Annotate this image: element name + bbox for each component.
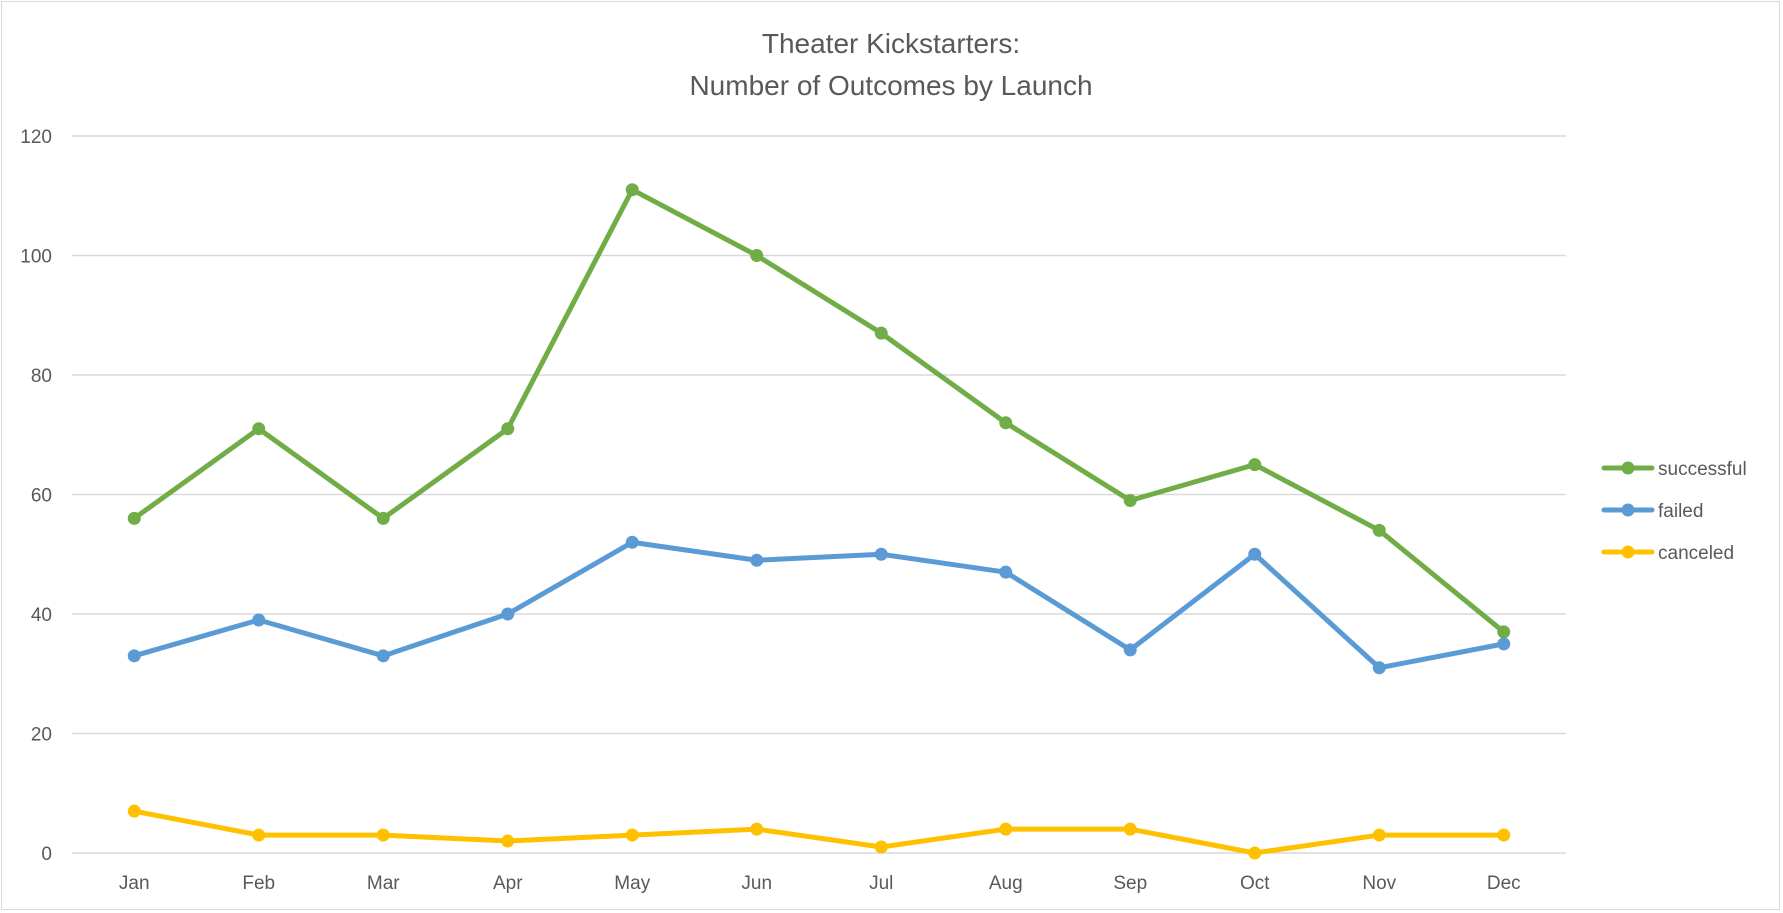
data-point-successful-mar	[376, 511, 390, 525]
x-tick-label-aug: Aug	[989, 873, 1023, 894]
x-tick-label-dec: Dec	[1487, 873, 1521, 894]
y-tick-label: 60	[31, 486, 52, 507]
data-point-canceled-jul	[874, 840, 888, 854]
legend-swatch-marker	[1621, 545, 1635, 559]
data-point-successful-dec	[1497, 625, 1511, 639]
data-point-successful-aug	[999, 416, 1013, 430]
legend-swatch-marker	[1621, 503, 1635, 517]
data-point-canceled-may	[625, 828, 639, 842]
y-tick-label: 0	[41, 844, 52, 865]
y-tick-label: 100	[20, 247, 52, 268]
data-point-successful-jul	[874, 326, 888, 340]
legend-label-failed: failed	[1658, 501, 1703, 522]
y-tick-label: 120	[20, 127, 52, 148]
data-point-canceled-jun	[750, 822, 764, 836]
series-lines	[127, 183, 1511, 860]
data-point-failed-jul	[874, 547, 888, 561]
series-successful	[127, 183, 1511, 639]
data-point-failed-feb	[252, 613, 266, 627]
data-point-successful-sep	[1123, 493, 1137, 507]
y-tick-label: 20	[31, 725, 52, 746]
data-point-failed-dec	[1497, 637, 1511, 651]
data-point-canceled-oct	[1248, 846, 1262, 860]
x-axis-ticks: Jan Feb Mar Apr May Jun Jul Aug Sep Oct Nov Dec	[119, 873, 1521, 894]
legend: successful failed canceled	[1601, 459, 1747, 564]
x-tick-label-oct: Oct	[1240, 873, 1270, 894]
x-tick-label-sep: Sep	[1113, 873, 1147, 894]
data-point-failed-sep	[1123, 643, 1137, 657]
series-canceled	[127, 804, 1511, 860]
data-point-failed-may	[625, 535, 639, 549]
data-point-failed-aug	[999, 565, 1013, 579]
data-point-successful-apr	[501, 422, 515, 436]
data-point-failed-apr	[501, 607, 515, 621]
gridlines	[72, 135, 1566, 854]
x-tick-label-nov: Nov	[1362, 873, 1396, 894]
data-point-canceled-apr	[501, 834, 515, 848]
data-point-successful-may	[625, 183, 639, 197]
y-tick-label: 40	[31, 605, 52, 626]
data-point-canceled-aug	[999, 822, 1013, 836]
data-point-failed-nov	[1372, 661, 1386, 675]
x-tick-label-jan: Jan	[119, 873, 150, 894]
x-tick-label-jun: Jun	[741, 873, 772, 894]
data-point-successful-nov	[1372, 523, 1386, 537]
legend-swatch-marker	[1621, 461, 1635, 475]
data-point-failed-jan	[127, 649, 141, 663]
y-axis-ticks: 0 20 40 60 80 100 120	[20, 127, 52, 865]
x-tick-label-mar: Mar	[367, 873, 400, 894]
data-point-canceled-dec	[1497, 828, 1511, 842]
legend-label-canceled: canceled	[1658, 543, 1734, 564]
series-line-failed	[131, 539, 1507, 671]
data-point-successful-jun	[750, 249, 764, 262]
legend-item-canceled: canceled	[1601, 543, 1734, 564]
chart-title-line-2: Number of Outcomes by Launch	[689, 70, 1092, 101]
data-point-canceled-mar	[376, 828, 390, 842]
x-tick-label-feb: Feb	[242, 873, 275, 894]
y-tick-label: 80	[31, 366, 52, 387]
series-line-successful	[131, 187, 1507, 635]
series-line-canceled	[131, 808, 1507, 856]
chart-title-line-1: Theater Kickstarters:	[762, 28, 1020, 59]
legend-item-successful: successful	[1601, 459, 1747, 480]
data-point-successful-oct	[1248, 458, 1262, 472]
x-tick-label-may: May	[614, 873, 650, 894]
x-tick-label-apr: Apr	[493, 873, 523, 894]
data-point-canceled-feb	[252, 828, 266, 842]
data-point-successful-jan	[127, 511, 141, 525]
legend-item-failed: failed	[1601, 501, 1703, 522]
data-point-failed-jun	[750, 553, 764, 567]
data-point-successful-feb	[252, 422, 266, 436]
data-point-failed-oct	[1248, 547, 1262, 561]
data-point-canceled-sep	[1123, 822, 1137, 836]
legend-label-successful: successful	[1658, 459, 1747, 480]
data-point-canceled-nov	[1372, 828, 1386, 842]
series-failed	[127, 535, 1511, 675]
data-point-canceled-jan	[127, 804, 141, 818]
data-point-failed-mar	[376, 649, 390, 663]
x-tick-label-jul: Jul	[869, 873, 893, 894]
